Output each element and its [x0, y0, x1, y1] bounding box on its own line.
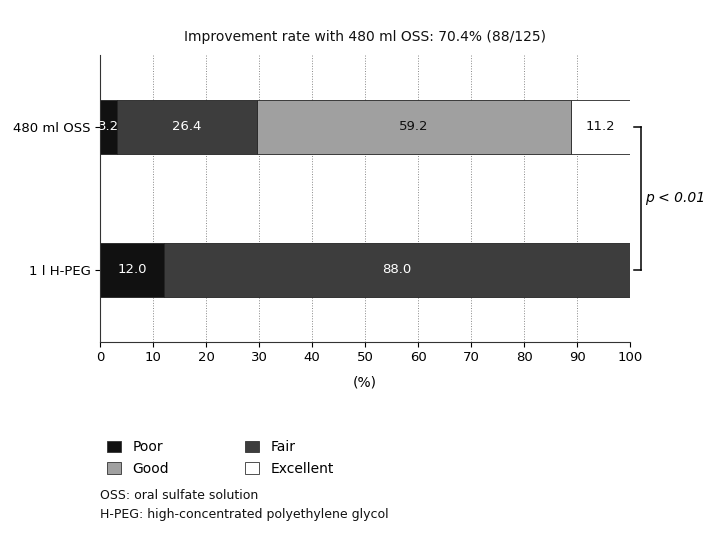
Bar [164, 243, 630, 297]
Title: Improvement rate with 480 ml OSS: 70.4% (88/125): Improvement rate with 480 ml OSS: 70.4% … [184, 30, 546, 44]
Bar [257, 100, 571, 154]
X-axis label: (%): (%) [353, 375, 377, 390]
Bar [117, 100, 257, 154]
Bar [100, 100, 117, 154]
Text: 26.4: 26.4 [173, 120, 202, 133]
Text: 3.2: 3.2 [98, 120, 120, 133]
Bar [571, 100, 630, 154]
Text: H-PEG: high-concentrated polyethylene glycol: H-PEG: high-concentrated polyethylene gl… [100, 508, 389, 521]
Text: 59.2: 59.2 [399, 120, 429, 133]
Text: 12.0: 12.0 [117, 263, 147, 277]
Legend: Poor, Good, Fair, Excellent: Poor, Good, Fair, Excellent [107, 440, 334, 476]
Bar [100, 243, 164, 297]
Text: p < 0.01: p < 0.01 [645, 191, 705, 206]
Text: OSS: oral sulfate solution: OSS: oral sulfate solution [100, 489, 258, 501]
Text: 88.0: 88.0 [382, 263, 412, 277]
Text: 11.2: 11.2 [586, 120, 615, 133]
